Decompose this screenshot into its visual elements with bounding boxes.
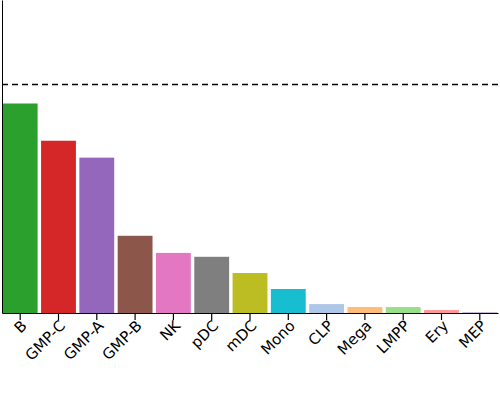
x-tick: B	[11, 313, 31, 337]
x-tick: pDC	[187, 313, 222, 352]
x-tick: CLP	[305, 313, 337, 349]
bar	[386, 307, 421, 313]
x-tick-label: mDC	[222, 317, 261, 356]
x-tick: GMP-B	[99, 313, 146, 364]
bar	[3, 103, 38, 313]
x-tick-label: Ery	[422, 317, 452, 347]
x-tick: GMP-A	[60, 313, 108, 364]
x-tick: LMPP	[373, 313, 414, 357]
bar	[271, 289, 306, 313]
x-tick-label: GMP-C	[22, 317, 69, 364]
bar	[233, 273, 268, 313]
x-tick-label: B	[11, 317, 31, 337]
x-tick: Mega	[334, 313, 376, 358]
x-tick-label: LMPP	[373, 317, 414, 358]
plot-area	[2, 85, 498, 313]
bar	[462, 312, 497, 313]
x-tick: mDC	[222, 313, 261, 355]
x-tick: NK	[156, 313, 184, 344]
x-tick-label: NK	[156, 316, 184, 344]
y-axis	[2, 1, 3, 314]
x-tick: MEP	[455, 313, 490, 352]
x-tick: GMP-C	[22, 313, 69, 364]
x-tick-label: GMP-A	[60, 316, 108, 364]
bar	[41, 141, 76, 313]
x-tick: Mono	[257, 313, 299, 358]
x-tick-label: CLP	[305, 317, 337, 349]
x-tick-label: MEP	[455, 317, 490, 352]
bar	[347, 307, 382, 313]
chart: BGMP-CGMP-AGMP-B NKpDCmDCMonoCLPMegaLMPP E…	[0, 0, 500, 405]
bar	[424, 310, 459, 313]
x-tick-label: Mega	[334, 317, 376, 359]
x-tick-label: GMP-B	[99, 317, 146, 364]
x-axis: BGMP-CGMP-AGMP-B NKpDCmDCMonoCLPMegaLMPP E…	[3, 313, 499, 364]
x-tick-label: Mono	[257, 317, 299, 359]
x-tick-label: pDC	[187, 317, 222, 352]
bar	[194, 257, 229, 313]
y-axis-line	[2, 1, 3, 314]
bar	[156, 253, 191, 313]
bar	[118, 236, 153, 313]
reference-line	[2, 84, 498, 86]
x-tick: Ery	[422, 313, 452, 347]
bar	[79, 158, 114, 313]
bar	[309, 304, 344, 313]
